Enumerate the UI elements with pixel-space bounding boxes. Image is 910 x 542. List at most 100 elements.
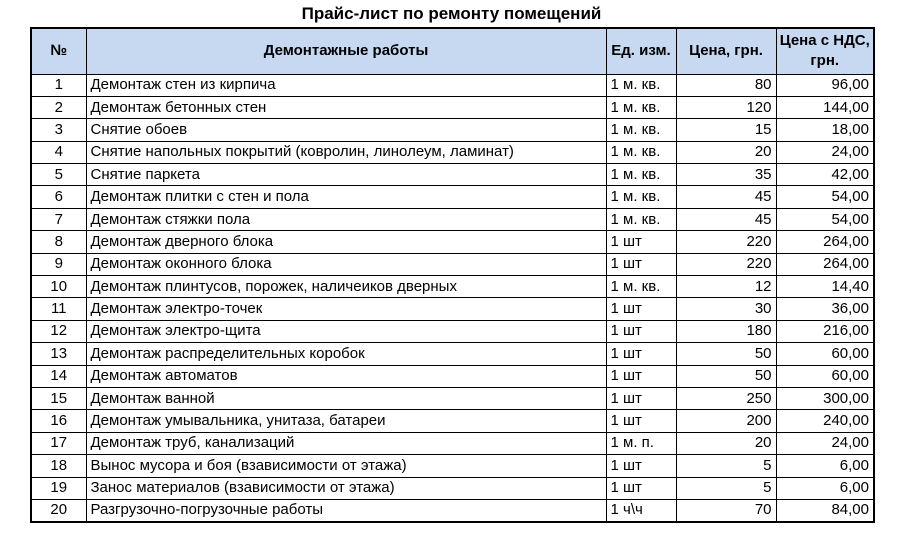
table-row: 8 Демонтаж дверного блока 1 шт 220 264,00: [30, 230, 875, 254]
work-name-cell: Демонтаж умывальника, унитаза, батареи: [85, 409, 607, 433]
price-cell: 35: [675, 163, 777, 187]
price-vat-cell: 240,00: [775, 409, 875, 433]
price-vat-cell: 6,00: [775, 454, 875, 478]
price-cell: 5: [675, 454, 777, 478]
row-number-cell: 19: [30, 476, 87, 500]
work-name-cell: Снятие напольных покрытий (ковролин, лин…: [85, 140, 607, 165]
price-vat-cell: 84,00: [775, 498, 875, 523]
price-vat-cell: 54,00: [775, 207, 875, 232]
table-row: 2 Демонтаж бетонных стен 1 м. кв. 120 144,00: [30, 95, 875, 120]
price-cell: 220: [675, 252, 777, 277]
row-number-cell: 3: [30, 118, 87, 142]
header-row: № Демонтажные работы Ед. изм. Цена, грн.…: [30, 27, 875, 75]
row-number-cell: 4: [30, 140, 87, 165]
col-header-works: Демонтажные работы: [85, 27, 607, 75]
table-row: 20 Разгрузочно-погрузочные работы 1 ч\ч 70 8…: [30, 498, 875, 523]
price-cell: 20: [675, 431, 777, 456]
unit-cell: 1 м. кв.: [605, 118, 677, 142]
price-vat-cell: 300,00: [775, 386, 875, 411]
price-vat-cell: 264,00: [775, 252, 875, 277]
unit-cell: 1 шт: [605, 319, 677, 344]
price-vat-cell: 60,00: [775, 364, 875, 388]
unit-cell: 1 м. кв.: [605, 185, 677, 209]
table-row: 11 Демонтаж электро-точек 1 шт 30 36,00: [30, 297, 875, 321]
price-cell: 45: [675, 185, 777, 209]
unit-cell: 1 шт: [605, 252, 677, 277]
price-cell: 20: [675, 140, 777, 165]
row-number-cell: 10: [30, 275, 87, 299]
work-name-cell: Разгрузочно-погрузочные работы: [85, 498, 607, 523]
price-vat-cell: 60,00: [775, 342, 875, 366]
table-row: 14 Демонтаж автоматов 1 шт 50 60,00: [30, 364, 875, 388]
table-row: 6 Демонтаж плитки с стен и пола 1 м. кв. 45…: [30, 185, 875, 209]
work-name-cell: Занос материалов (взависимости от этажа): [85, 476, 607, 500]
unit-cell: 1 м. кв.: [605, 275, 677, 299]
price-vat-cell: 54,00: [775, 185, 875, 209]
price-cell: 70: [675, 498, 777, 523]
work-name-cell: Демонтаж оконного блока: [85, 252, 607, 277]
price-table-header: № Демонтажные работы Ед. изм. Цена, грн.…: [30, 27, 875, 75]
price-vat-cell: 24,00: [775, 140, 875, 165]
price-table-body: 1 Демонтаж стен из кирпича 1 м. кв. 80 96,00…: [30, 73, 875, 523]
work-name-cell: Демонтаж плитки с стен и пола: [85, 185, 607, 209]
work-name-cell: Вынос мусора и боя (взависимости от этаж…: [85, 454, 607, 478]
unit-cell: 1 м. п.: [605, 431, 677, 456]
row-number-cell: 20: [30, 498, 87, 523]
row-number-cell: 2: [30, 95, 87, 120]
price-cell: 80: [675, 73, 777, 97]
price-table: № Демонтажные работы Ед. изм. Цена, грн.…: [30, 27, 875, 523]
unit-cell: 1 шт: [605, 297, 677, 321]
work-name-cell: Демонтаж электро-точек: [85, 297, 607, 321]
work-name-cell: Демонтаж ванной: [85, 386, 607, 411]
col-header-price-vat: Цена с НДС, грн.: [775, 27, 875, 75]
unit-cell: 1 шт: [605, 476, 677, 500]
row-number-cell: 16: [30, 409, 87, 433]
price-vat-cell: 36,00: [775, 297, 875, 321]
price-vat-cell: 216,00: [775, 319, 875, 344]
table-row: 15 Демонтаж ванной 1 шт 250 300,00: [30, 386, 875, 411]
row-number-cell: 15: [30, 386, 87, 411]
price-vat-cell: 96,00: [775, 73, 875, 97]
col-header-price: Цена, грн.: [675, 27, 777, 75]
price-cell: 250: [675, 386, 777, 411]
price-vat-cell: 6,00: [775, 476, 875, 500]
table-row: 7 Демонтаж стяжки пола 1 м. кв. 45 54,00: [30, 207, 875, 232]
unit-cell: 1 шт: [605, 230, 677, 254]
row-number-cell: 18: [30, 454, 87, 478]
table-row: 5 Снятие паркета 1 м. кв. 35 42,00: [30, 163, 875, 187]
price-cell: 12: [675, 275, 777, 299]
price-cell: 200: [675, 409, 777, 433]
work-name-cell: Демонтаж автоматов: [85, 364, 607, 388]
work-name-cell: Демонтаж электро-щита: [85, 319, 607, 344]
row-number-cell: 8: [30, 230, 87, 254]
work-name-cell: Демонтаж распределительных коробок: [85, 342, 607, 366]
unit-cell: 1 шт: [605, 454, 677, 478]
table-row: 12 Демонтаж электро-щита 1 шт 180 216,00: [30, 319, 875, 344]
table-row: 18 Вынос мусора и боя (взависимости от эт…: [30, 454, 875, 478]
table-row: 19 Занос материалов (взависимости от этаж…: [30, 476, 875, 500]
row-number-cell: 17: [30, 431, 87, 456]
table-row: 10 Демонтаж плинтусов, порожек, наличеико…: [30, 275, 875, 299]
price-vat-cell: 144,00: [775, 95, 875, 120]
unit-cell: 1 шт: [605, 386, 677, 411]
table-row: 4 Снятие напольных покрытий (ковролин, ли…: [30, 140, 875, 165]
price-cell: 220: [675, 230, 777, 254]
work-name-cell: Демонтаж труб, канализаций: [85, 431, 607, 456]
row-number-cell: 7: [30, 207, 87, 232]
table-row: 13 Демонтаж распределительных коробок 1 шт…: [30, 342, 875, 366]
table-row: 1 Демонтаж стен из кирпича 1 м. кв. 80 96,00: [30, 73, 875, 97]
unit-cell: 1 м. кв.: [605, 140, 677, 165]
price-cell: 180: [675, 319, 777, 344]
row-number-cell: 14: [30, 364, 87, 388]
price-cell: 50: [675, 342, 777, 366]
price-cell: 50: [675, 364, 777, 388]
row-number-cell: 12: [30, 319, 87, 344]
table-row: 17 Демонтаж труб, канализаций 1 м. п. 20 24,…: [30, 431, 875, 456]
unit-cell: 1 шт: [605, 342, 677, 366]
col-header-unit: Ед. изм.: [605, 27, 677, 75]
row-number-cell: 11: [30, 297, 87, 321]
row-number-cell: 13: [30, 342, 87, 366]
work-name-cell: Демонтаж плинтусов, порожек, наличеиков …: [85, 275, 607, 299]
table-row: 3 Снятие обоев 1 м. кв. 15 18,00: [30, 118, 875, 142]
